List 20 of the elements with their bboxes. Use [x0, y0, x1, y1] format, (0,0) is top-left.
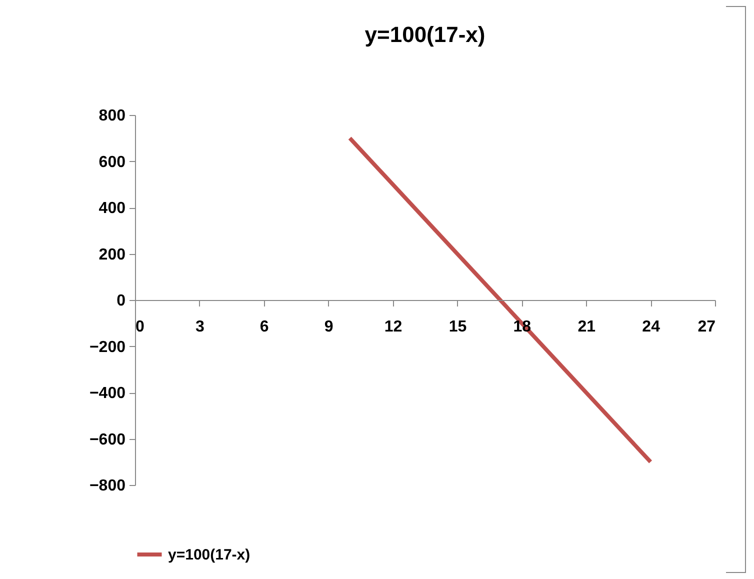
y-tick-label: −800	[89, 478, 126, 494]
x-tick-label: 9	[324, 318, 334, 336]
y-tick-label: 400	[98, 200, 126, 217]
x-tick-label: 15	[448, 318, 467, 336]
legend-label: y=100(17-x)	[168, 546, 250, 564]
y-tick-label: −600	[89, 431, 126, 448]
x-tick-label: 27	[698, 318, 716, 336]
y-tick-label: 0	[116, 292, 126, 310]
x-tick-label: 0	[136, 318, 144, 336]
chart-title: y=100(17-x)	[364, 22, 486, 47]
y-tick-label: 600	[98, 154, 126, 171]
x-tick-label: 3	[195, 318, 204, 336]
y-tick-label: 200	[98, 246, 126, 264]
y-tick-label: 800	[98, 108, 126, 124]
x-tick-label: 24	[642, 318, 660, 336]
y-tick-label: −400	[89, 385, 126, 402]
x-tick-label: 6	[260, 318, 269, 336]
x-tick-label: 12	[384, 318, 402, 336]
x-tick-label: 21	[578, 318, 596, 336]
y-tick-label: −200	[89, 338, 126, 356]
